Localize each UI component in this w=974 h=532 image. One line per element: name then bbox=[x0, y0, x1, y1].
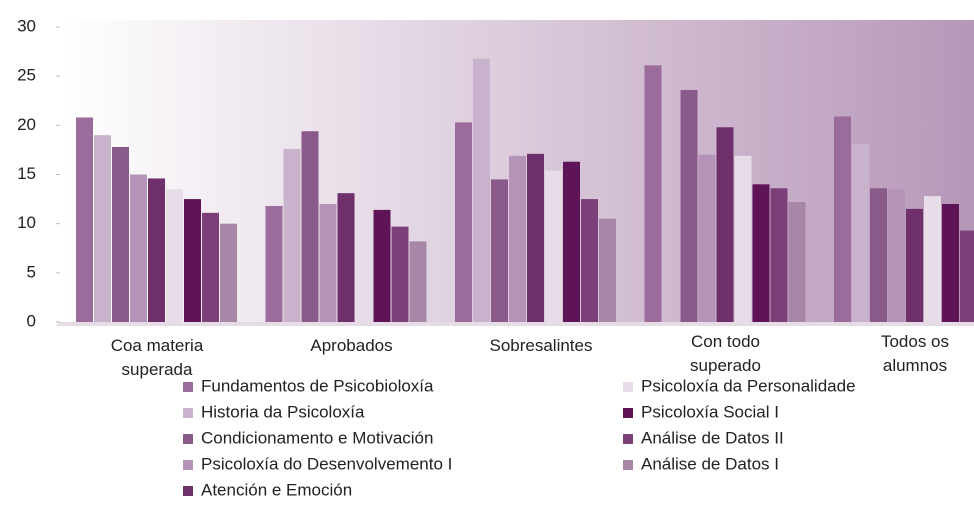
bar bbox=[283, 148, 301, 322]
bar bbox=[599, 218, 616, 322]
bar bbox=[391, 226, 409, 322]
x-tick-label: Sobresalintes bbox=[489, 336, 593, 355]
bar bbox=[130, 174, 147, 322]
bar bbox=[112, 146, 129, 322]
bar bbox=[409, 241, 427, 322]
bar bbox=[545, 170, 562, 322]
legend-label: Análise de Datos I bbox=[641, 454, 779, 473]
bar bbox=[788, 202, 806, 322]
legend-swatch bbox=[183, 382, 193, 392]
bar bbox=[509, 155, 526, 322]
legend-swatch bbox=[623, 382, 633, 392]
legend-label: Psicoloxía da Personalidade bbox=[641, 376, 856, 395]
x-tick-label: Todos os alumnos bbox=[880, 332, 950, 375]
y-tick-label: 0 bbox=[27, 311, 36, 330]
legend-swatch bbox=[183, 486, 193, 496]
bar bbox=[698, 154, 716, 322]
bar bbox=[337, 193, 355, 322]
bar bbox=[373, 209, 391, 322]
bar bbox=[581, 199, 598, 322]
y-tick-label: 20 bbox=[17, 115, 36, 134]
legend-swatch bbox=[183, 460, 193, 470]
bar bbox=[834, 116, 851, 322]
legend-swatch bbox=[623, 408, 633, 418]
bar bbox=[770, 188, 788, 322]
x-tick-label: Coa materia superada bbox=[110, 336, 204, 379]
bar bbox=[942, 204, 959, 322]
bar bbox=[455, 122, 472, 322]
legend-label: Análise de Datos II bbox=[641, 428, 784, 447]
bar bbox=[220, 223, 237, 322]
y-tick-label: 25 bbox=[17, 66, 36, 85]
bar bbox=[473, 58, 490, 322]
bar bbox=[202, 212, 219, 322]
bar bbox=[924, 196, 941, 322]
legend-swatch bbox=[183, 434, 193, 444]
bar bbox=[491, 179, 508, 322]
x-tick-label: Aprobados bbox=[310, 336, 393, 355]
bar bbox=[870, 188, 887, 322]
bar bbox=[94, 135, 111, 322]
bar bbox=[563, 161, 580, 322]
y-tick-label: 5 bbox=[27, 262, 36, 281]
bar bbox=[960, 230, 974, 322]
bar bbox=[527, 153, 544, 322]
legend-label: Historia da Psicoloxía bbox=[201, 402, 365, 421]
legend-swatch bbox=[183, 408, 193, 418]
bar bbox=[752, 184, 770, 322]
bar bbox=[319, 204, 337, 322]
bar bbox=[734, 155, 752, 322]
plot-floor bbox=[56, 322, 974, 326]
y-tick-label: 30 bbox=[17, 16, 36, 35]
legend-swatch bbox=[623, 434, 633, 444]
legend-label: Psicoloxía Social I bbox=[641, 402, 779, 421]
bar bbox=[148, 178, 165, 322]
bar bbox=[680, 89, 698, 322]
bar bbox=[906, 208, 923, 322]
y-tick-label: 15 bbox=[17, 164, 36, 183]
legend-label: Psicoloxía do Desenvolvemento I bbox=[201, 454, 452, 473]
bar bbox=[184, 199, 201, 322]
legend-label: Condicionamento e Motivación bbox=[201, 428, 433, 447]
x-tick-label: Con todo superado bbox=[690, 332, 761, 375]
bar bbox=[716, 127, 734, 322]
y-tick-label: 10 bbox=[17, 213, 36, 232]
bar bbox=[852, 144, 869, 322]
legend-swatch bbox=[623, 460, 633, 470]
legend-label: Atención e Emoción bbox=[201, 480, 352, 499]
bar bbox=[888, 189, 905, 322]
bar bbox=[265, 205, 283, 322]
legend-label: Fundamentos de Psicobioloxía bbox=[201, 376, 434, 395]
bar bbox=[166, 189, 183, 322]
bar bbox=[301, 131, 319, 322]
bar bbox=[76, 117, 93, 322]
bar bbox=[644, 65, 662, 322]
